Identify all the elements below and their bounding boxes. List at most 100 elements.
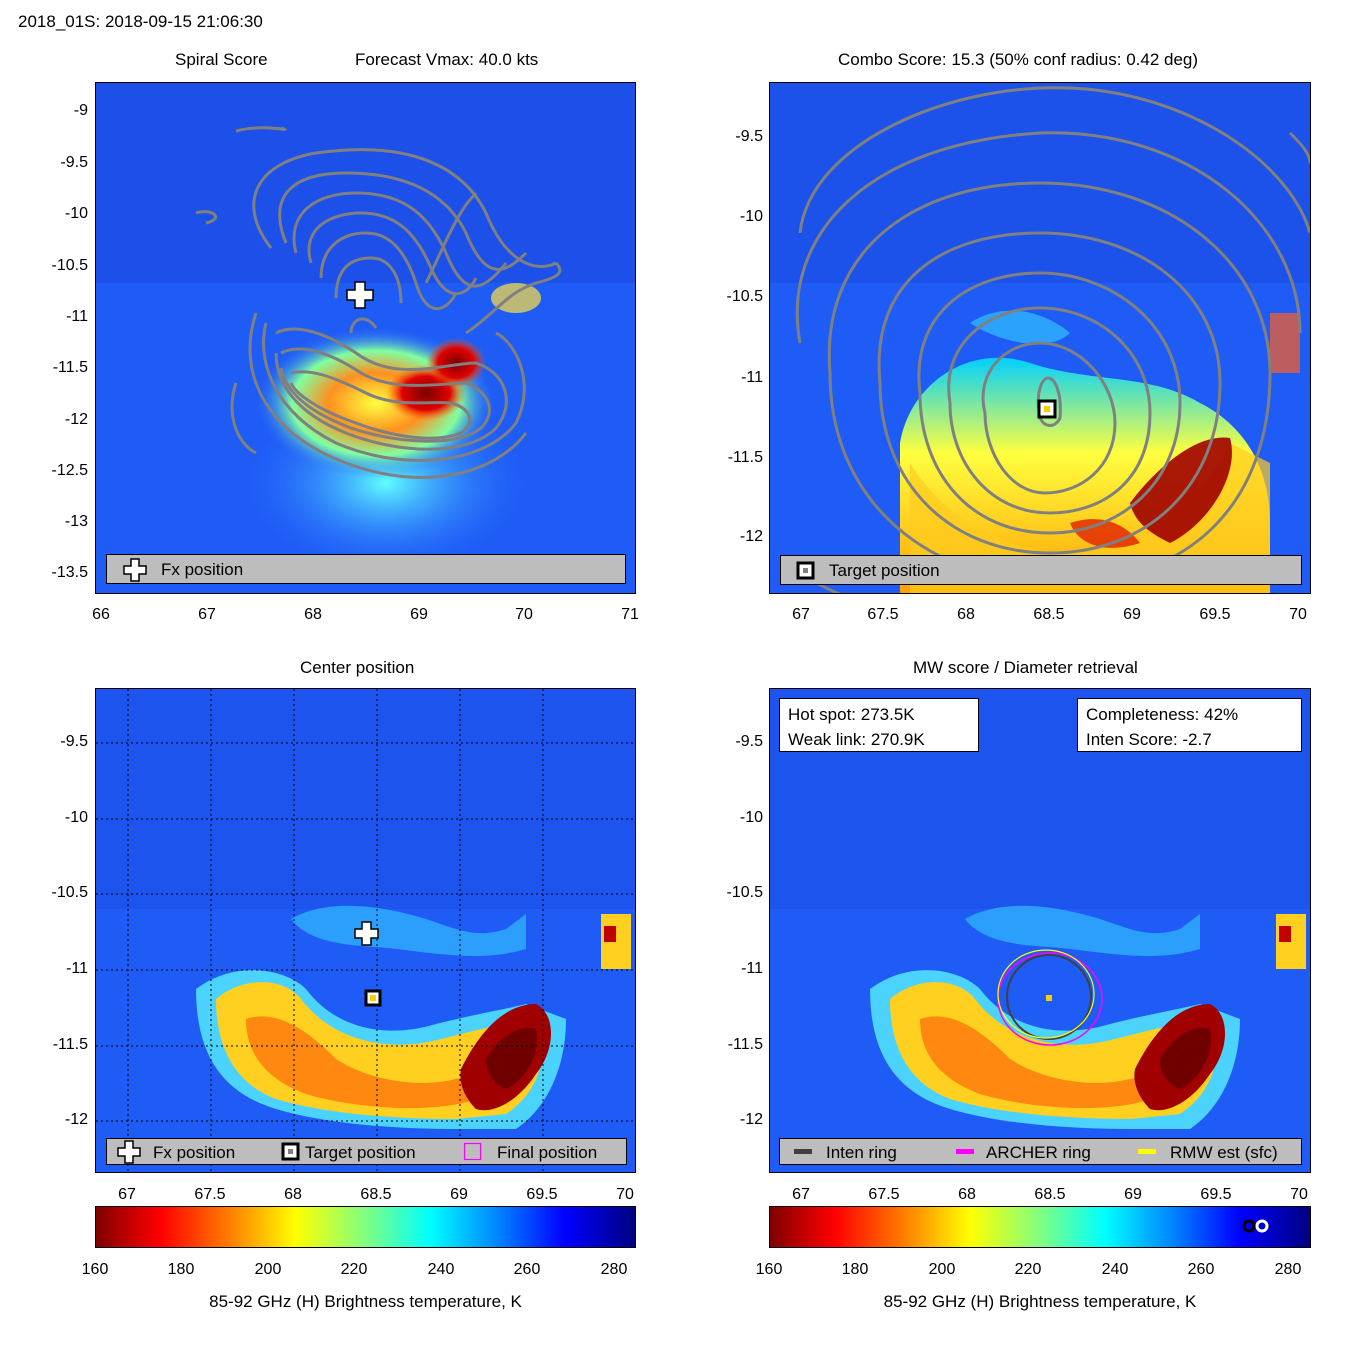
y-tick: -10.5 — [51, 257, 88, 274]
spiral-title: Spiral Score — [175, 50, 268, 69]
forecast-vmax-title: Forecast Vmax: 40.0 kts — [355, 50, 539, 69]
target-position-marker — [364, 989, 382, 1007]
mw-rings — [997, 949, 1103, 1046]
cbar-tick: 160 — [81, 1261, 109, 1278]
legend-rmw-label: RMW est (sfc) — [1170, 1143, 1278, 1162]
mw-legend: Inten ring ARCHER ring RMW est (sfc) — [779, 1138, 1302, 1165]
combo-contours — [788, 86, 1310, 593]
x-tick: 69 — [410, 606, 428, 623]
inten-score-text: Inten Score: -2.7 — [1086, 730, 1212, 749]
cbar-tick: 180 — [167, 1261, 195, 1278]
x-tick: 67 — [792, 1186, 810, 1203]
archer-ring-swatch-icon — [956, 1149, 974, 1154]
combo-score-plot: Target position — [769, 82, 1311, 594]
y-tick: -12 — [64, 411, 88, 428]
x-tick: 69 — [450, 1186, 468, 1203]
center-position-svg — [96, 689, 635, 1172]
legend-archer-label: ARCHER ring — [986, 1143, 1091, 1162]
legend-fx-label: Fx position — [161, 560, 244, 579]
x-tick: 69 — [1124, 1186, 1142, 1203]
lat-lon-grid — [96, 689, 635, 1172]
x-tick: 67 — [198, 606, 216, 623]
x-tick: 67.5 — [868, 1186, 900, 1203]
x-tick: 67 — [792, 606, 810, 623]
mw-score-plot: Hot spot: 273.5K Weak link: 270.9K Compl… — [769, 688, 1311, 1173]
plus-icon — [117, 1140, 141, 1164]
rmw-ring-swatch-icon — [1138, 1149, 1156, 1154]
x-tick: 67.5 — [194, 1186, 226, 1203]
inten-ring-swatch-icon — [794, 1149, 812, 1154]
combo-legend: Target position — [780, 555, 1302, 585]
x-tick: 71 — [621, 606, 639, 623]
x-tick: 66 — [92, 606, 110, 623]
center-title: Center position — [300, 658, 415, 677]
inten-ring — [1006, 954, 1092, 1040]
x-tick: 68 — [958, 1186, 976, 1203]
y-tick: -12.5 — [51, 462, 88, 479]
y-tick: -10.5 — [726, 884, 763, 901]
y-tick: -11 — [66, 308, 88, 325]
y-tick: -10.5 — [726, 288, 763, 305]
colorbar-left — [95, 1206, 636, 1248]
y-tick: -10 — [64, 809, 88, 826]
spiral-legend: Fx position — [106, 554, 626, 584]
cbar-tick: 220 — [1014, 1261, 1042, 1278]
x-tick: 69.5 — [1199, 606, 1231, 623]
cbar-tick: 160 — [755, 1261, 783, 1278]
center-position-plot: Fx position Target position Final positi… — [95, 688, 636, 1173]
x-tick: 69.5 — [526, 1186, 558, 1203]
y-tick: -12 — [64, 1111, 88, 1128]
center-legend: Fx position Target position Final positi… — [106, 1138, 627, 1165]
x-tick: 69.5 — [1200, 1186, 1232, 1203]
cbar-tick: 180 — [841, 1261, 869, 1278]
hot-spot-text: Hot spot: 273.5K — [788, 705, 915, 724]
y-tick: -9.5 — [735, 733, 763, 750]
mw-title: MW score / Diameter retrieval — [913, 658, 1138, 677]
cbar-tick: 280 — [1274, 1261, 1302, 1278]
combo-title: Combo Score: 15.3 (50% conf radius: 0.42… — [838, 50, 1199, 69]
colorbar-left-label: 85-92 GHz (H) Brightness temperature, K — [209, 1292, 522, 1311]
y-tick: -11 — [66, 960, 88, 977]
legend-target-label: Target position — [305, 1143, 416, 1162]
ring-markers-icon — [1242, 1219, 1269, 1233]
x-tick: 70 — [1290, 1186, 1308, 1203]
y-tick: -10 — [739, 208, 763, 225]
y-tick: -13 — [64, 513, 88, 530]
plus-icon — [123, 558, 147, 582]
x-tick: 69 — [1123, 606, 1141, 623]
spiral-score-svg — [96, 83, 635, 593]
hot-spot-info-box: Hot spot: 273.5K Weak link: 270.9K — [779, 698, 979, 752]
rmw-ring — [997, 949, 1095, 1039]
y-tick: -9 — [73, 102, 88, 119]
y-tick: -11.5 — [727, 1036, 763, 1053]
fx-position-marker — [346, 281, 374, 309]
cbar-tick: 200 — [254, 1261, 282, 1278]
x-tick: 68.5 — [1034, 1186, 1066, 1203]
x-tick: 68 — [284, 1186, 302, 1203]
colorbar-right — [769, 1206, 1311, 1248]
y-tick: -11.5 — [727, 449, 763, 466]
mw-score-svg — [770, 689, 1310, 1172]
cbar-tick: 260 — [1187, 1261, 1215, 1278]
cbar-tick: 200 — [928, 1261, 956, 1278]
square-marker-icon — [281, 1142, 300, 1161]
x-tick: 70 — [515, 606, 533, 623]
y-tick: -10.5 — [51, 884, 88, 901]
y-tick: -12 — [739, 528, 763, 545]
weak-link-text: Weak link: 270.9K — [788, 730, 925, 749]
target-position-marker — [1037, 399, 1057, 419]
x-tick: 67 — [118, 1186, 136, 1203]
fx-position-marker — [354, 921, 379, 946]
figure-title: 2018_01S: 2018-09-15 21:06:30 — [18, 12, 263, 31]
combo-score-svg — [770, 83, 1310, 593]
y-tick: -11 — [741, 369, 763, 386]
y-tick: -13.5 — [51, 564, 88, 581]
legend-final-label: Final position — [497, 1143, 598, 1162]
y-tick: -11 — [741, 960, 763, 977]
magenta-square-icon — [463, 1142, 482, 1161]
x-tick: 68 — [957, 606, 975, 623]
cbar-tick: 260 — [513, 1261, 541, 1278]
y-tick: -9.5 — [735, 128, 763, 145]
x-tick: 68.5 — [1033, 606, 1065, 623]
cbar-tick: 240 — [1101, 1261, 1129, 1278]
